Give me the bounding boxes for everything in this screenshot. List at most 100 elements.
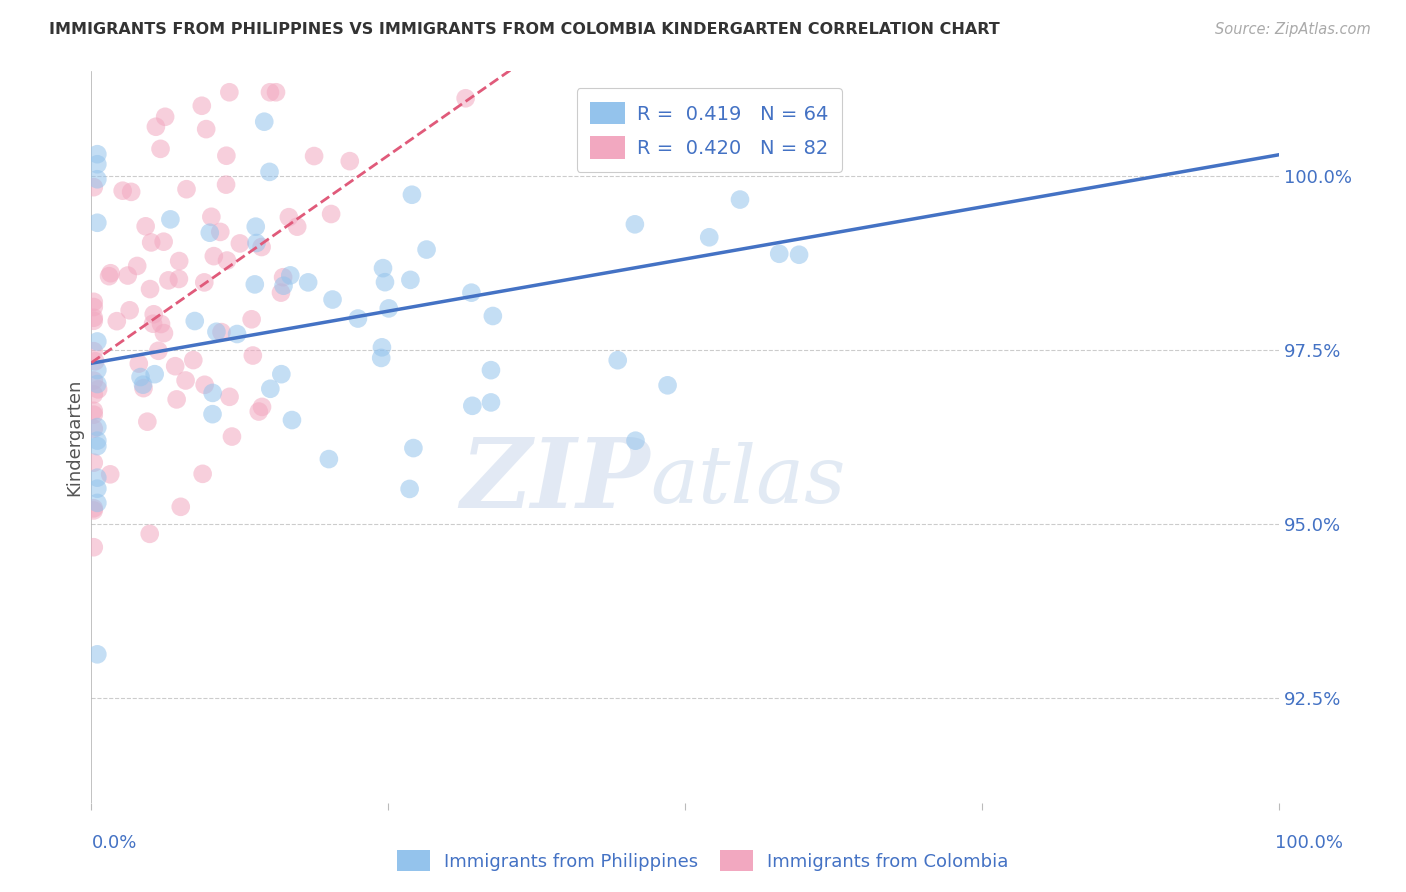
Point — [191, 99, 214, 113]
Point — [201, 407, 224, 421]
Point — [87, 383, 110, 397]
Point — [202, 249, 225, 263]
Point — [98, 467, 121, 482]
Point — [229, 236, 252, 251]
Text: atlas: atlas — [650, 442, 845, 520]
Point — [117, 268, 139, 283]
Point — [768, 247, 790, 261]
Point — [221, 429, 243, 443]
Point — [150, 317, 173, 331]
Point — [98, 269, 121, 284]
Point — [83, 374, 105, 388]
Point — [191, 467, 214, 481]
Text: Source: ZipAtlas.com: Source: ZipAtlas.com — [1215, 22, 1371, 37]
Point — [454, 91, 477, 105]
Point — [259, 382, 281, 396]
Point — [371, 340, 394, 354]
Point — [218, 390, 240, 404]
Point — [461, 399, 484, 413]
Point — [271, 270, 294, 285]
Point — [273, 278, 295, 293]
Point — [111, 184, 134, 198]
Point — [152, 235, 174, 249]
Point — [398, 482, 420, 496]
Point — [374, 275, 396, 289]
Point — [215, 253, 238, 268]
Point — [277, 210, 299, 224]
Point — [654, 124, 676, 138]
Point — [135, 219, 157, 234]
Point — [281, 413, 304, 427]
Point — [127, 259, 149, 273]
Point — [211, 325, 233, 339]
Point — [181, 353, 204, 368]
Text: ZIP: ZIP — [460, 434, 650, 528]
Point — [205, 325, 228, 339]
Point — [606, 353, 628, 368]
Point — [318, 452, 340, 467]
Point — [83, 422, 105, 436]
Point — [143, 367, 166, 381]
Point — [141, 235, 163, 250]
Point — [195, 122, 218, 136]
Point — [86, 439, 108, 453]
Point — [250, 240, 273, 254]
Point — [322, 293, 344, 307]
Point — [176, 182, 198, 196]
Point — [83, 501, 105, 516]
Point — [138, 526, 160, 541]
Point — [270, 285, 292, 300]
Point — [624, 217, 647, 231]
Point — [245, 235, 267, 250]
Point — [128, 357, 150, 371]
Y-axis label: Kindergarten: Kindergarten — [65, 378, 83, 496]
Point — [118, 303, 141, 318]
Point — [728, 193, 751, 207]
Point — [83, 314, 105, 328]
Point — [215, 149, 238, 163]
Point — [83, 387, 105, 401]
Legend: Immigrants from Philippines, Immigrants from Colombia: Immigrants from Philippines, Immigrants … — [391, 843, 1015, 879]
Point — [624, 434, 647, 448]
Point — [153, 326, 176, 340]
Point — [153, 110, 176, 124]
Point — [145, 120, 167, 134]
Point — [105, 314, 128, 328]
Point — [264, 85, 287, 99]
Point — [83, 408, 105, 422]
Point — [149, 142, 172, 156]
Point — [83, 503, 105, 517]
Point — [321, 207, 343, 221]
Point — [209, 225, 232, 239]
Point — [302, 149, 325, 163]
Point — [84, 354, 107, 368]
Point — [371, 261, 394, 276]
Point — [479, 395, 502, 409]
Point — [120, 185, 142, 199]
Point — [297, 276, 319, 290]
Point — [697, 230, 720, 244]
Point — [167, 254, 190, 268]
Point — [132, 381, 155, 395]
Point — [270, 367, 292, 381]
Point — [159, 212, 181, 227]
Point — [482, 309, 505, 323]
Point — [83, 300, 105, 314]
Point — [245, 219, 267, 234]
Point — [86, 363, 108, 377]
Point — [86, 172, 108, 186]
Point — [148, 343, 170, 358]
Point — [86, 482, 108, 496]
Point — [198, 226, 221, 240]
Point — [86, 648, 108, 662]
Point — [370, 351, 392, 365]
Point — [139, 282, 162, 296]
Point — [86, 470, 108, 484]
Point — [83, 294, 105, 309]
Point — [247, 404, 270, 418]
Point — [278, 268, 301, 283]
Point — [259, 165, 281, 179]
Point — [86, 334, 108, 349]
Point — [460, 285, 482, 300]
Point — [184, 314, 207, 328]
